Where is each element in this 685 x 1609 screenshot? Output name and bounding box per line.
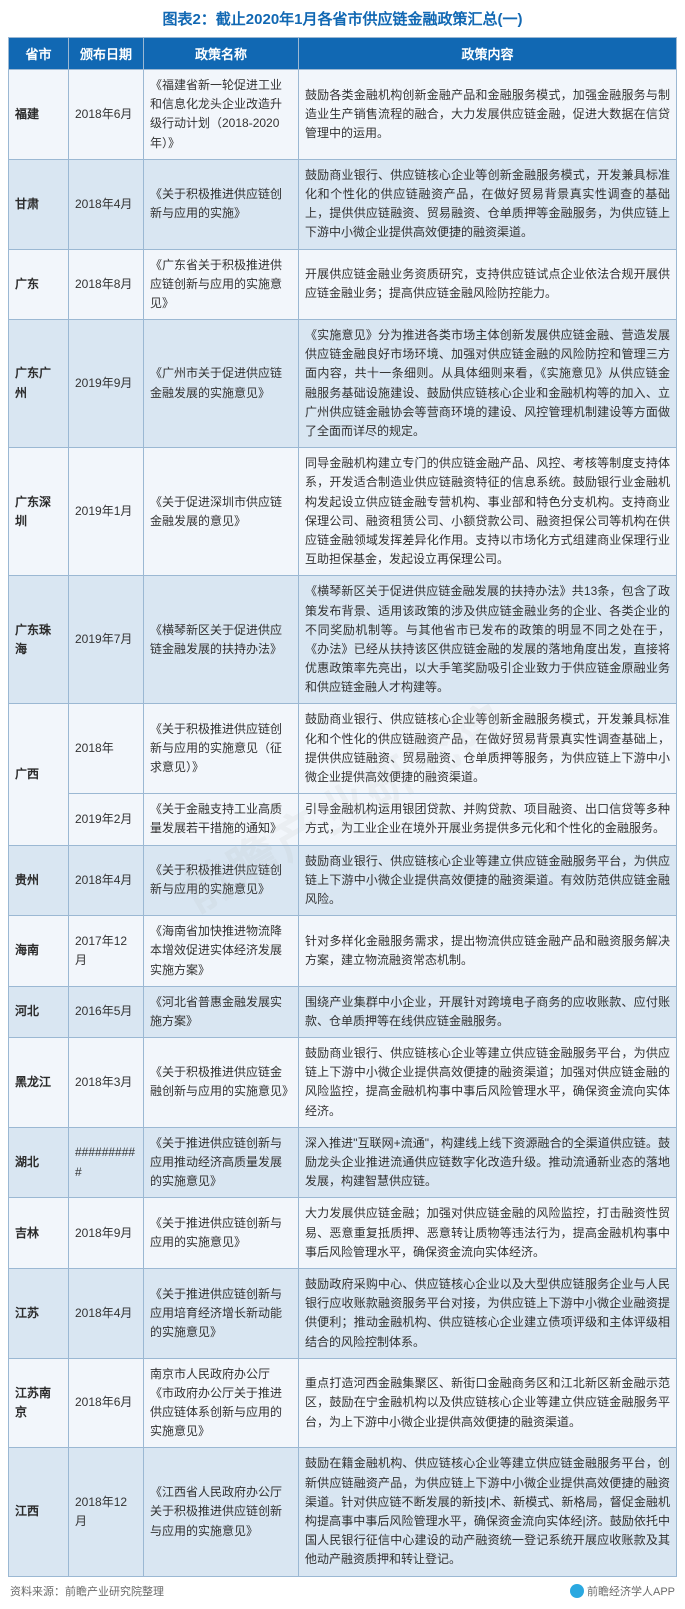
table-row: 甘肃2018年4月《关于积极推进供应链创新与应用的实施》鼓励商业银行、供应链核心… <box>9 159 677 249</box>
cell-province: 广东珠海 <box>9 576 69 704</box>
cell-policy-name: 《关于推进供应链创新与应用的实施意见》 <box>144 1198 299 1269</box>
cell-content: 鼓励商业银行、供应链核心企业等建立供应链金融服务平台，为供应链上下游中小微企业提… <box>299 1038 677 1128</box>
cell-province: 湖北 <box>9 1127 69 1198</box>
table-row: 江苏南京2018年6月南京市人民政府办公厅《市政府办公厅关于推进供应链体系创新与… <box>9 1358 677 1448</box>
col-header-policy: 政策名称 <box>144 38 299 70</box>
cell-policy-name: 《关于积极推进供应链创新与应用的实施》 <box>144 159 299 249</box>
cell-date: 2019年2月 <box>69 794 144 845</box>
footer-brand: 前瞻经济学人APP <box>570 1583 675 1599</box>
col-header-date: 颁布日期 <box>69 38 144 70</box>
cell-province: 甘肃 <box>9 159 69 249</box>
table-header-row: 省市 颁布日期 政策名称 政策内容 <box>9 38 677 70</box>
cell-policy-name: 《福建省新一轮促进工业和信息化龙头企业改造升级行动计划（2018-2020年）》 <box>144 70 299 160</box>
cell-policy-name: 《关于金融支持工业高质量发展若干措施的通知》 <box>144 794 299 845</box>
table-row: 广东2018年8月《广东省关于积极推进供应链创新与应用的实施意见》开展供应链金融… <box>9 249 677 320</box>
cell-date: 2019年7月 <box>69 576 144 704</box>
cell-policy-name: 《关于积极推进供应链金融创新与应用的实施意见》 <box>144 1038 299 1128</box>
cell-policy-name: 《广州市关于促进供应链金融发展的实施意见》 <box>144 320 299 448</box>
table-row: 广东深圳2019年1月《关于促进深圳市供应链金融发展的意见》同导金融机构建立专门… <box>9 448 677 576</box>
cell-date: 2018年4月 <box>69 845 144 916</box>
cell-date: 2018年3月 <box>69 1038 144 1128</box>
table-row: 湖北##########《关于推进供应链创新与应用推动经济高质量发展的实施意见》… <box>9 1127 677 1198</box>
cell-content: 大力发展供应链金融；加强对供应链金融的风险监控，打击融资性贸易、恶意重复抵质押、… <box>299 1198 677 1269</box>
cell-date: 2018年4月 <box>69 1268 144 1358</box>
cell-date: 2016年5月 <box>69 986 144 1037</box>
cell-content: 鼓励政府采购中心、供应链核心企业以及大型供应链服务企业与人民银行应收账款融资服务… <box>299 1268 677 1358</box>
cell-policy-name: 《关于推进供应链创新与应用推动经济高质量发展的实施意见》 <box>144 1127 299 1198</box>
cell-date: 2018年12月 <box>69 1448 144 1576</box>
cell-content: 深入推进"互联网+流通"，构建线上线下资源融合的全渠道供应链。鼓励龙头企业推进流… <box>299 1127 677 1198</box>
cell-content: 鼓励商业银行、供应链核心企业等创新金融服务模式，开发兼具标准化和个性化的供应链融… <box>299 159 677 249</box>
cell-date: 2019年1月 <box>69 448 144 576</box>
cell-content: 开展供应链金融业务资质研究，支持供应链试点企业依法合规开展供应链金融业务；提高供… <box>299 249 677 320</box>
cell-content: 《实施意见》分为推进各类市场主体创新发展供应链金融、营造发展供应链金融良好市场环… <box>299 320 677 448</box>
cell-content: 鼓励商业银行、供应链核心企业等建立供应链金融服务平台，为供应链上下游中小微企业提… <box>299 845 677 916</box>
cell-policy-name: 《广东省关于积极推进供应链创新与应用的实施意见》 <box>144 249 299 320</box>
cell-content: 《横琴新区关于促进供应链金融发展的扶持办法》共13条，包含了政策发布背景、适用该… <box>299 576 677 704</box>
cell-date: 2018年4月 <box>69 159 144 249</box>
cell-date: 2019年9月 <box>69 320 144 448</box>
footer: 资料来源：前瞻产业研究院整理 前瞻经济学人APP <box>8 1577 677 1601</box>
cell-date: 2018年9月 <box>69 1198 144 1269</box>
cell-content: 重点打造河西金融集聚区、新街口金融商务区和江北新区新金融示范区，鼓励在宁金融机构… <box>299 1358 677 1448</box>
cell-policy-name: 《关于积极推进供应链创新与应用的实施意见》 <box>144 845 299 916</box>
table-body: 福建2018年6月《福建省新一轮促进工业和信息化龙头企业改造升级行动计划（201… <box>9 70 677 1577</box>
table-row: 福建2018年6月《福建省新一轮促进工业和信息化龙头企业改造升级行动计划（201… <box>9 70 677 160</box>
cell-policy-name: 《关于促进深圳市供应链金融发展的意见》 <box>144 448 299 576</box>
chart-title: 图表2：截止2020年1月各省市供应链金融政策汇总(一) <box>8 8 677 29</box>
table-row: 广东珠海2019年7月《横琴新区关于促进供应链金融发展的扶持办法》《横琴新区关于… <box>9 576 677 704</box>
table-row: 广西2018年《关于积极推进供应链创新与应用的实施意见（征求意见）》鼓励商业银行… <box>9 704 677 794</box>
cell-province: 广东广州 <box>9 320 69 448</box>
brand-logo-icon <box>570 1584 584 1598</box>
cell-date: 2017年12月 <box>69 916 144 987</box>
cell-province: 江西 <box>9 1448 69 1576</box>
cell-province: 贵州 <box>9 845 69 916</box>
cell-province: 河北 <box>9 986 69 1037</box>
cell-province: 海南 <box>9 916 69 987</box>
cell-policy-name: 《横琴新区关于促进供应链金融发展的扶持办法》 <box>144 576 299 704</box>
col-header-province: 省市 <box>9 38 69 70</box>
cell-policy-name: 南京市人民政府办公厅《市政府办公厅关于推进供应链体系创新与应用的实施意见》 <box>144 1358 299 1448</box>
cell-content: 引导金融机构运用银团贷款、并购贷款、项目融资、出口信贷等多种方式，为工业企业在境… <box>299 794 677 845</box>
table-row: 黑龙江2018年3月《关于积极推进供应链金融创新与应用的实施意见》鼓励商业银行、… <box>9 1038 677 1128</box>
cell-date: 2018年6月 <box>69 70 144 160</box>
table-row: 吉林2018年9月《关于推进供应链创新与应用的实施意见》大力发展供应链金融；加强… <box>9 1198 677 1269</box>
cell-date: 2018年8月 <box>69 249 144 320</box>
cell-content: 鼓励在籍金融机构、供应链核心企业等建立供应链金融服务平台，创新供应链融资产品，为… <box>299 1448 677 1576</box>
footer-app-name: 前瞻经济学人APP <box>587 1583 675 1599</box>
cell-province: 广东 <box>9 249 69 320</box>
table-row: 2019年2月《关于金融支持工业高质量发展若干措施的通知》引导金融机构运用银团贷… <box>9 794 677 845</box>
table-row: 广东广州2019年9月《广州市关于促进供应链金融发展的实施意见》《实施意见》分为… <box>9 320 677 448</box>
cell-policy-name: 《河北省普惠金融发展实施方案》 <box>144 986 299 1037</box>
cell-date: ########## <box>69 1127 144 1198</box>
cell-province: 广西 <box>9 704 69 845</box>
cell-date: 2018年6月 <box>69 1358 144 1448</box>
policy-table-container: 图表2：截止2020年1月各省市供应链金融政策汇总(一) 前瞻产业研究院 省市 … <box>0 0 685 1609</box>
cell-content: 鼓励商业银行、供应链核心企业等创新金融服务模式，开发兼具标准化和个性化的供应链融… <box>299 704 677 794</box>
cell-content: 围绕产业集群中小企业，开展针对跨境电子商务的应收账款、应付账款、仓单质押等在线供… <box>299 986 677 1037</box>
cell-province: 吉林 <box>9 1198 69 1269</box>
cell-content: 针对多样化金融服务需求，提出物流供应链金融产品和融资服务解决方案，建立物流融资常… <box>299 916 677 987</box>
table-row: 江苏2018年4月《关于推进供应链创新与应用培育经济增长新动能的实施意见》鼓励政… <box>9 1268 677 1358</box>
cell-policy-name: 《关于积极推进供应链创新与应用的实施意见（征求意见）》 <box>144 704 299 794</box>
cell-province: 江苏南京 <box>9 1358 69 1448</box>
table-row: 江西2018年12月《江西省人民政府办公厅关于积极推进供应链创新与应用的实施意见… <box>9 1448 677 1576</box>
cell-date: 2018年 <box>69 704 144 794</box>
policy-table: 省市 颁布日期 政策名称 政策内容 福建2018年6月《福建省新一轮促进工业和信… <box>8 37 677 1577</box>
cell-province: 江苏 <box>9 1268 69 1358</box>
footer-source: 资料来源：前瞻产业研究院整理 <box>10 1583 164 1599</box>
cell-policy-name: 《江西省人民政府办公厅关于积极推进供应链创新与应用的实施意见》 <box>144 1448 299 1576</box>
col-header-content: 政策内容 <box>299 38 677 70</box>
cell-province: 广东深圳 <box>9 448 69 576</box>
cell-province: 黑龙江 <box>9 1038 69 1128</box>
cell-policy-name: 《关于推进供应链创新与应用培育经济增长新动能的实施意见》 <box>144 1268 299 1358</box>
cell-content: 同导金融机构建立专门的供应链金融产品、风控、考核等制度支持体系，开发适合制造业供… <box>299 448 677 576</box>
table-row: 海南2017年12月《海南省加快推进物流降本增效促进实体经济发展实施方案》针对多… <box>9 916 677 987</box>
cell-content: 鼓励各类金融机构创新金融产品和金融服务模式，加强金融服务与制造业生产销售流程的融… <box>299 70 677 160</box>
table-row: 河北2016年5月《河北省普惠金融发展实施方案》围绕产业集群中小企业，开展针对跨… <box>9 986 677 1037</box>
cell-policy-name: 《海南省加快推进物流降本增效促进实体经济发展实施方案》 <box>144 916 299 987</box>
table-row: 贵州2018年4月《关于积极推进供应链创新与应用的实施意见》鼓励商业银行、供应链… <box>9 845 677 916</box>
cell-province: 福建 <box>9 70 69 160</box>
